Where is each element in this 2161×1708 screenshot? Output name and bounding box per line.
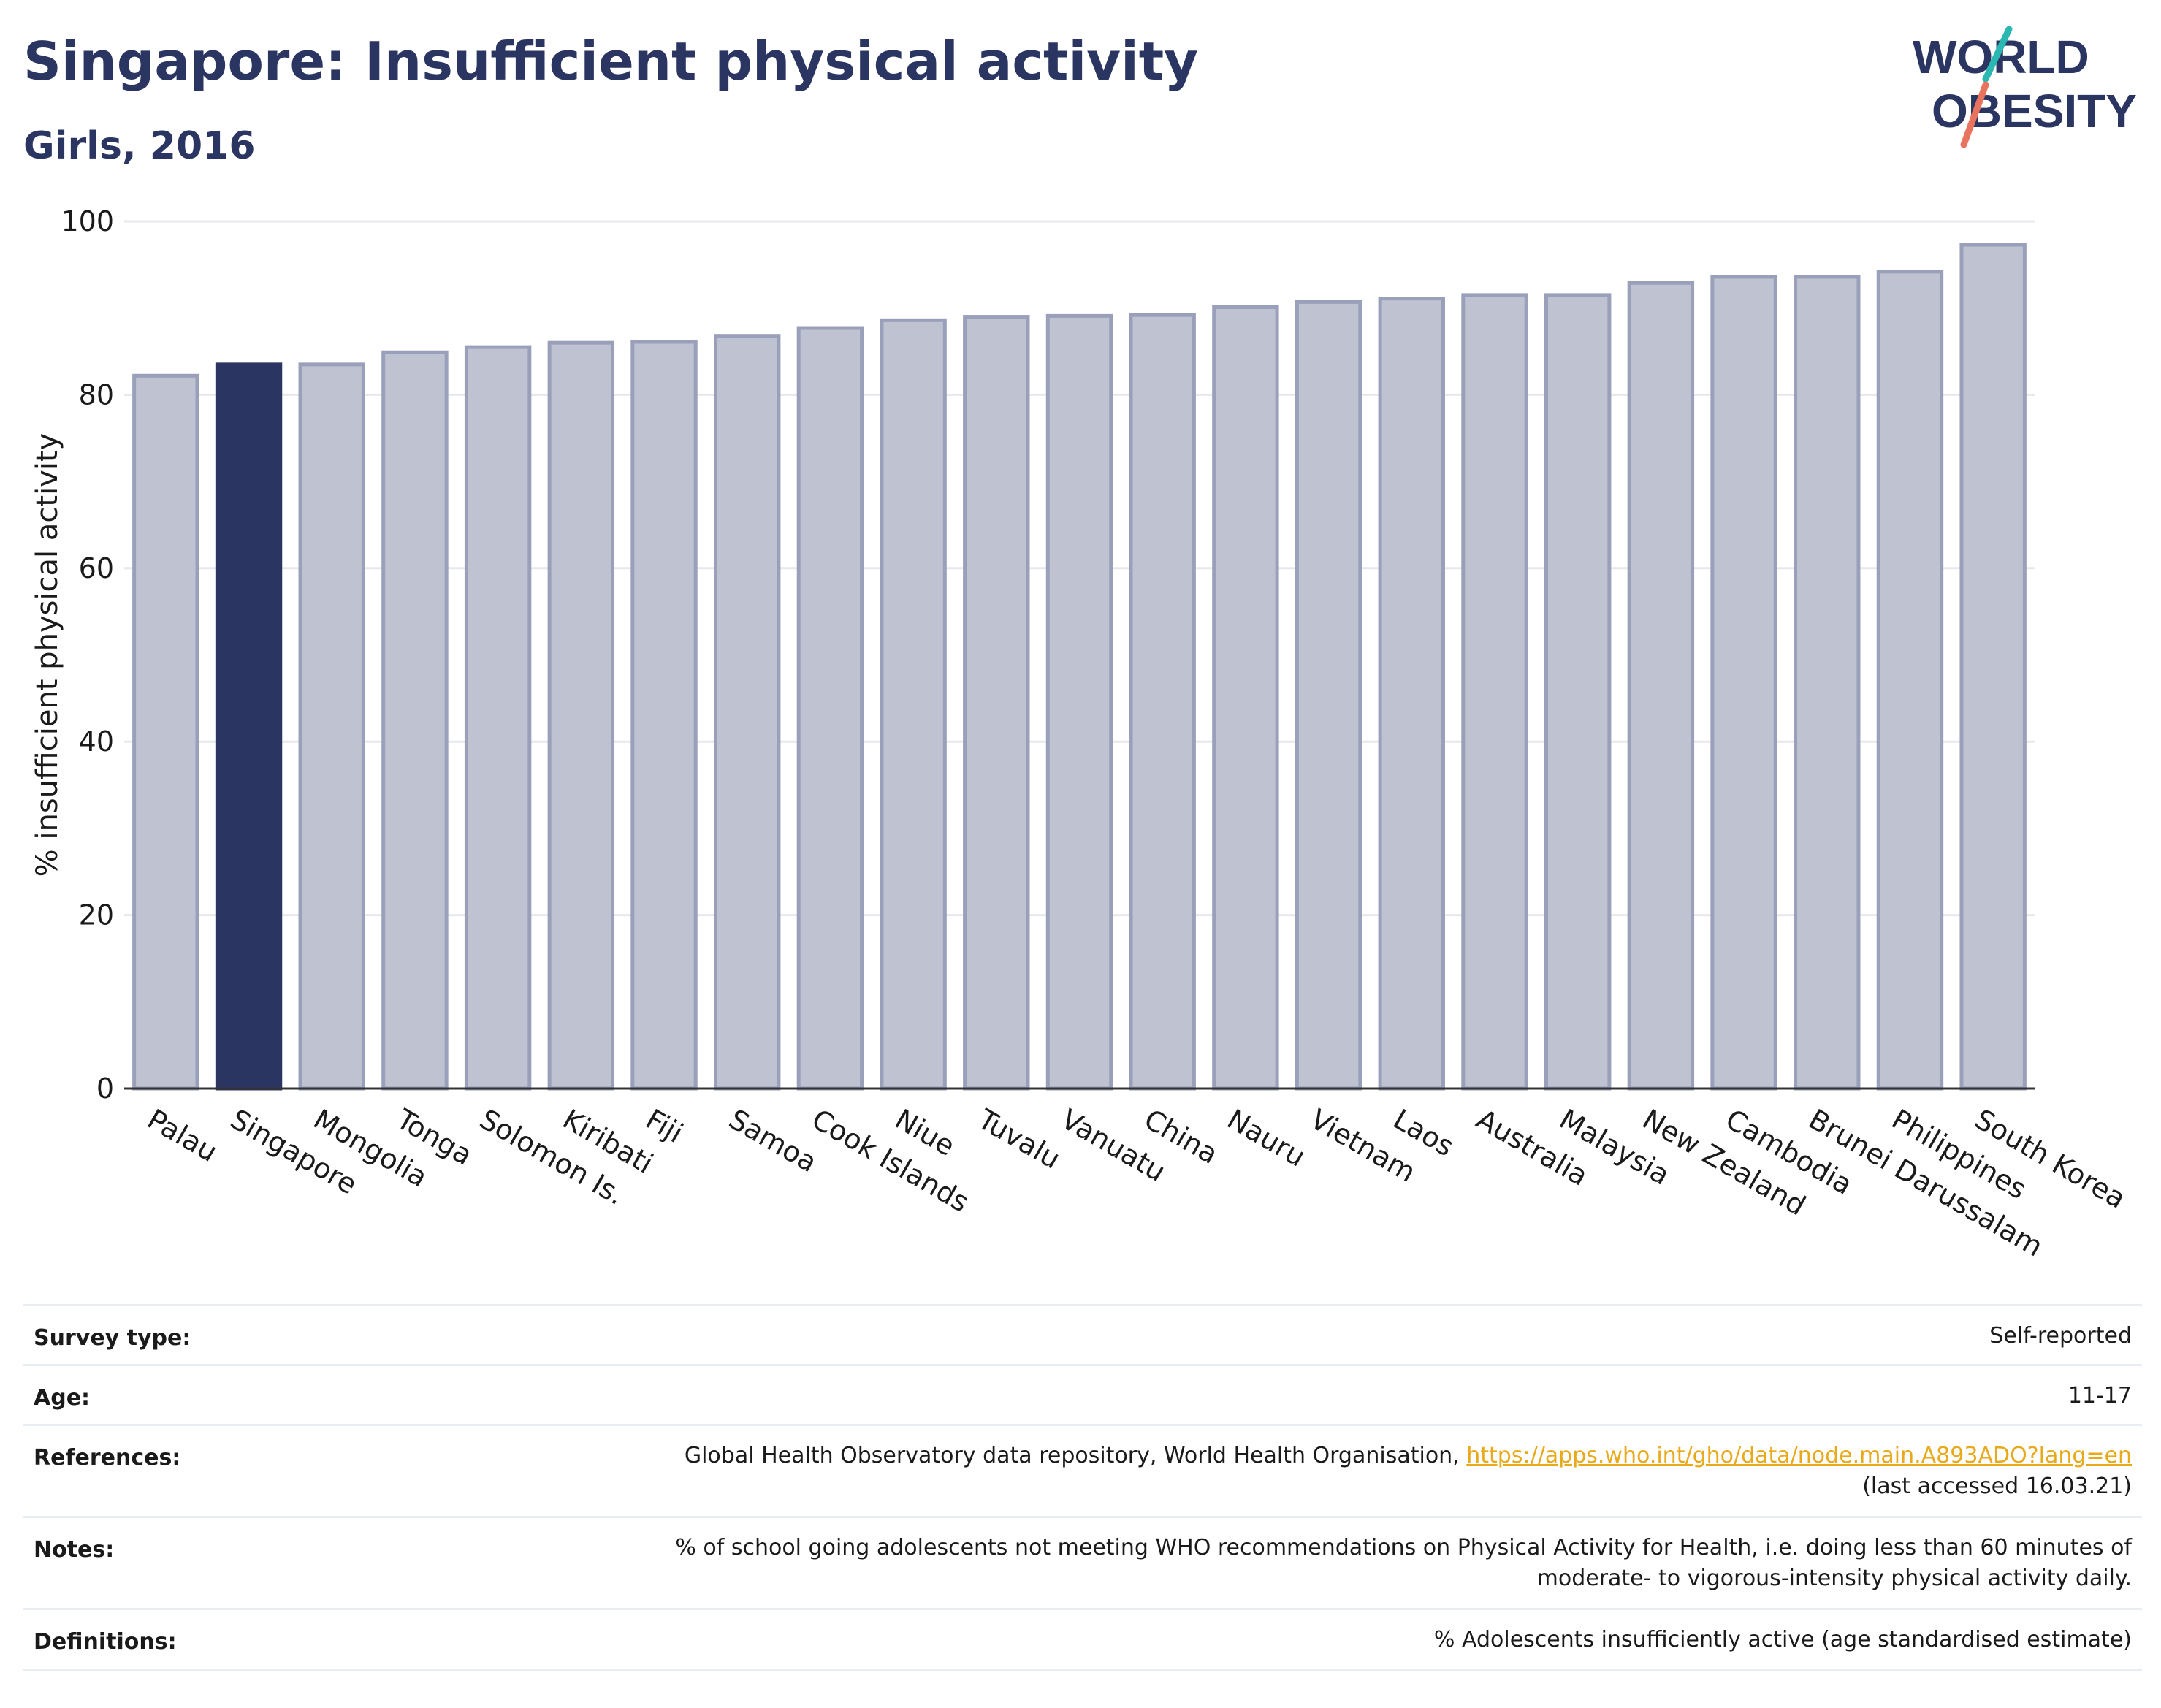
bar-niue [880,318,947,1091]
meta-row-definitions: Definitions: % Adolescents insufficientl… [23,1608,2142,1671]
survey-type-value: Self-reported [1989,1323,2132,1349]
bar-kiribati [547,340,615,1091]
y-axis-ticks: 0 20 40 60 80 100 [61,205,114,1105]
bar-malaysia [1544,293,1612,1091]
bar-tuvalu [963,315,1030,1091]
bar-cook-islands [796,326,864,1091]
meta-row-survey-type: Survey type: Self-reported [23,1304,2142,1365]
bar-nauru [1212,305,1279,1091]
x-tick-label: Cook Islands [807,1103,975,1219]
logo-coral-slash [1960,81,1989,148]
bar-china [1129,313,1196,1091]
logo-teal-slash [1982,26,2013,83]
y-tick-label: 60 [79,552,114,584]
references-accessed: (last accessed 16.03.21) [1862,1473,2132,1499]
bar-laos [1378,297,1445,1091]
y-axis-label: % insufficient physical activity [31,433,64,877]
meta-row-notes: Notes: % of school going adolescents not… [23,1516,2142,1609]
bar-palau [132,373,199,1091]
bar-australia [1461,293,1528,1091]
references-label: References: [34,1445,181,1471]
references-link[interactable]: https://apps.who.int/gho/data/node.main.… [1466,1443,2132,1468]
references-text: Global Health Observatory data repositor… [684,1443,1467,1468]
bar-samoa [714,334,781,1091]
meta-row-age: Age: 11-17 [23,1364,2142,1425]
definitions-value: % Adolescents insufficiently active (age… [1433,1627,2132,1652]
y-tick-label: 20 [79,899,114,931]
bar-singapore [215,362,283,1091]
notes-line-1: % of school going adolescents not meetin… [675,1535,2132,1560]
x-tick-label: Samoa [723,1103,822,1179]
bar-solomon-is- [464,345,532,1091]
bar-cambodia [1710,275,1777,1091]
bar-new-zealand [1627,281,1695,1091]
bar-chart: 0 20 40 60 80 100 Palau SingaporeMongoliaTonga… [31,205,2131,1263]
x-tick-label: Tuvalu [972,1102,1065,1175]
notes-line-2: moderate- to vigorous-intensity physical… [1536,1566,2132,1591]
bar-philippines [1876,270,1944,1091]
definitions-label: Definitions: [34,1629,177,1655]
x-tick-label: Palau [142,1103,223,1168]
y-tick-label: 80 [79,378,114,411]
logo-line-2: OBESITY [1932,85,2137,137]
world-obesity-logo: WORLD OBESITY [1913,26,2137,148]
meta-row-references: References: Global Health Observatory da… [23,1424,2142,1517]
chart-subtitle: Girls, 2016 [23,124,256,168]
x-tick-label: Nauru [1221,1103,1311,1173]
bar-mongolia [298,362,365,1091]
notes-label: Notes: [34,1537,115,1563]
age-label: Age: [34,1385,91,1411]
references-value: Global Health Observatory data repositor… [685,1441,2132,1502]
bar-south-korea [1959,243,2027,1091]
y-tick-label: 0 [96,1072,114,1105]
x-tick-label: Fiji [641,1103,689,1149]
bar-tonga [381,350,449,1091]
bar-brunei-darussalam [1794,275,1861,1091]
bar-vanuatu [1045,313,1113,1091]
chart-title: Singapore: Insufficient physical activit… [23,31,1199,92]
bar-vietnam [1295,300,1362,1091]
bar-fiji [630,340,698,1091]
y-tick-label: 40 [79,725,114,758]
survey-type-label: Survey type: [34,1325,191,1351]
bars [132,243,2027,1091]
y-tick-label: 100 [61,205,114,237]
notes-value: % of school going adolescents not meetin… [675,1533,2132,1594]
age-value: 11-17 [2067,1383,2132,1408]
